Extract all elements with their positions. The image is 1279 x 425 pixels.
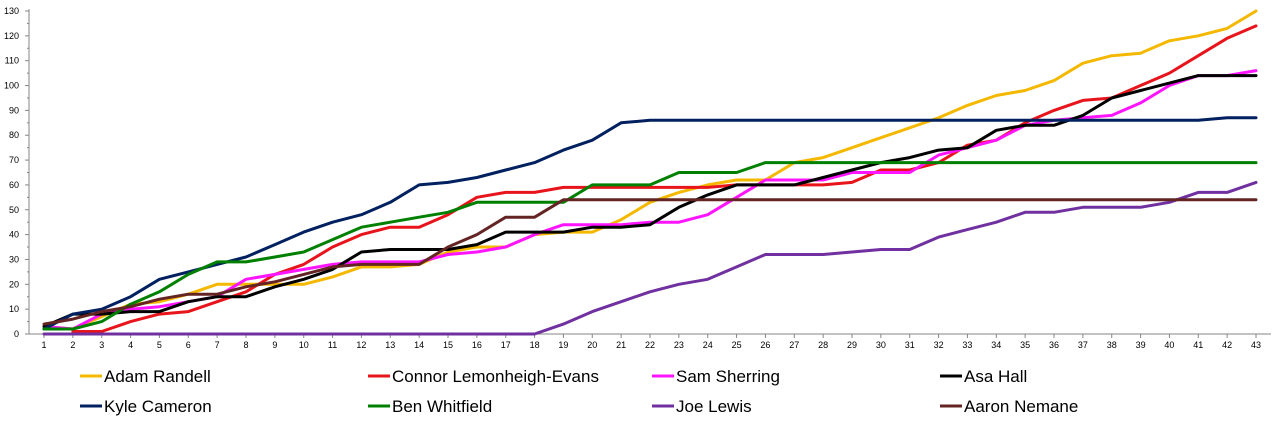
- y-tick-label: 20: [9, 279, 19, 289]
- x-tick-label: 38: [1107, 340, 1117, 350]
- x-tick-label: 6: [186, 340, 191, 350]
- legend: Adam Randell Connor Lemonheigh-Evans Sam S…: [80, 367, 1078, 416]
- x-tick-label: 12: [356, 340, 366, 350]
- x-tick-label: 41: [1193, 340, 1203, 350]
- legend-item: Ben Whitfield: [368, 397, 492, 416]
- legend-item: Joe Lewis: [652, 397, 752, 416]
- legend-item: Connor Lemonheigh-Evans: [368, 367, 599, 386]
- x-tick-label: 23: [674, 340, 684, 350]
- x-tick-label: 17: [501, 340, 511, 350]
- legend-item: Aaron Nemane: [940, 397, 1078, 416]
- y-tick-label: 60: [9, 180, 19, 190]
- x-tick-label: 11: [328, 340, 337, 350]
- x-tick-label: 28: [818, 340, 828, 350]
- legend-label: Kyle Cameron: [104, 397, 212, 416]
- x-tick-label: 21: [616, 340, 626, 350]
- x-tick-label: 7: [215, 340, 220, 350]
- x-tick-label: 2: [70, 340, 75, 350]
- legend-label: Aaron Nemane: [964, 397, 1078, 416]
- x-tick-label: 27: [789, 340, 799, 350]
- x-tick-label: 18: [530, 340, 540, 350]
- y-tick-label: 120: [4, 31, 19, 41]
- x-tick-label: 40: [1164, 340, 1174, 350]
- x-tick-label: 14: [414, 340, 424, 350]
- x-axis-ticks: 1 2 3 4 5 6 7 8 9 10 11 12 13 14 15 16 17 18 19 20 21 22 23 24 2…: [41, 334, 1261, 350]
- x-tick-label: 15: [443, 340, 453, 350]
- legend-label: Joe Lewis: [676, 397, 752, 416]
- x-tick-label: 25: [732, 340, 742, 350]
- x-tick-label: 4: [128, 340, 133, 350]
- x-tick-label: 10: [299, 340, 309, 350]
- y-tick-label: 10: [9, 304, 19, 314]
- series-lines: [42, 9, 1258, 336]
- x-tick-label: 13: [385, 340, 395, 350]
- x-tick-label: 37: [1078, 340, 1088, 350]
- legend-label: Adam Randell: [104, 367, 211, 386]
- y-tick-label: 90: [9, 105, 19, 115]
- series-line-adam-randell: [42, 9, 1258, 331]
- y-axis-ticks: 0 10 20 30 40 50 60 70 80 90 100 110 120 130: [4, 6, 29, 339]
- y-tick-label: 30: [9, 254, 19, 264]
- x-tick-label: 16: [472, 340, 482, 350]
- y-tick-label: 100: [4, 81, 19, 91]
- x-tick-label: 39: [1136, 340, 1146, 350]
- series-line-kyle-cameron: [42, 116, 1258, 331]
- series-line-ben-whitfield: [42, 161, 1258, 331]
- legend-item: Sam Sherring: [652, 367, 780, 386]
- y-tick-label: 40: [9, 230, 19, 240]
- y-tick-label: 50: [9, 205, 19, 215]
- y-tick-label: 80: [9, 130, 19, 140]
- legend-item: Asa Hall: [940, 367, 1027, 386]
- x-tick-label: 35: [1020, 340, 1030, 350]
- x-tick-label: 43: [1251, 340, 1261, 350]
- x-tick-label: 9: [272, 340, 277, 350]
- x-tick-label: 26: [760, 340, 770, 350]
- x-tick-label: 24: [703, 340, 713, 350]
- legend-label: Connor Lemonheigh-Evans: [392, 367, 599, 386]
- x-tick-label: 32: [934, 340, 944, 350]
- x-tick-label: 1: [41, 340, 46, 350]
- legend-label: Asa Hall: [964, 367, 1027, 386]
- legend-label: Sam Sherring: [676, 367, 780, 386]
- x-tick-label: 22: [645, 340, 655, 350]
- y-tick-label: 130: [4, 6, 19, 16]
- y-tick-label: 70: [9, 155, 19, 165]
- x-tick-label: 31: [905, 340, 915, 350]
- y-tick-label: 0: [14, 329, 19, 339]
- x-tick-label: 30: [876, 340, 886, 350]
- x-tick-label: 29: [847, 340, 857, 350]
- legend-item: Adam Randell: [80, 367, 211, 386]
- x-tick-label: 33: [962, 340, 972, 350]
- x-tick-label: 8: [243, 340, 248, 350]
- x-tick-label: 19: [558, 340, 568, 350]
- legend-item: Kyle Cameron: [80, 397, 212, 416]
- series-line-connor-lemonheigh-evans: [71, 24, 1258, 333]
- y-tick-label: 110: [5, 56, 19, 66]
- x-tick-label: 20: [587, 340, 597, 350]
- series-line-asa-hall: [42, 74, 1258, 328]
- x-tick-label: 5: [157, 340, 162, 350]
- x-tick-label: 34: [991, 340, 1001, 350]
- series-line-joe-lewis: [42, 180, 1258, 336]
- series-line-aaron-nemane: [42, 198, 1258, 326]
- x-tick-label: 42: [1222, 340, 1232, 350]
- legend-label: Ben Whitfield: [392, 397, 492, 416]
- x-tick-label: 36: [1049, 340, 1059, 350]
- x-tick-label: 3: [99, 340, 104, 350]
